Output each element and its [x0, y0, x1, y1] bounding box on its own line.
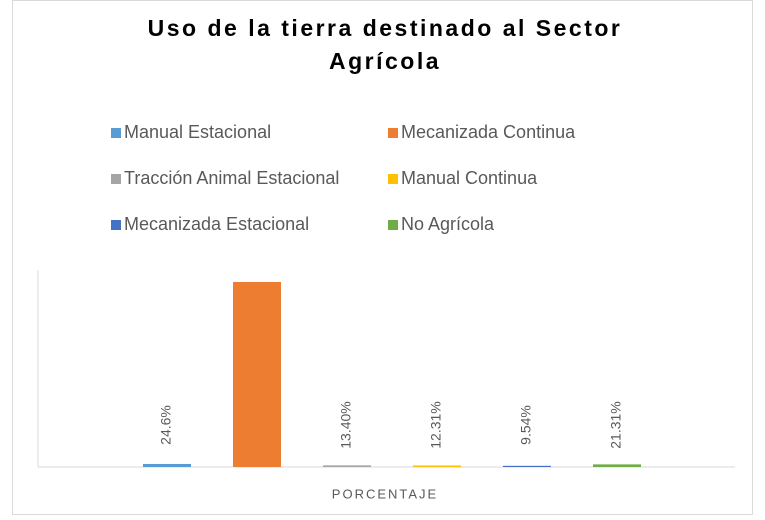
bar — [143, 463, 191, 467]
legend-swatch — [388, 220, 398, 230]
legend-label: No Agrícola — [401, 214, 495, 234]
legend-swatch — [111, 128, 121, 138]
bar — [413, 465, 461, 467]
title-line: Uso de la tierra destinado al Sector — [148, 15, 623, 41]
data-label: 21.31% — [608, 401, 624, 448]
legend-swatch — [388, 128, 398, 138]
legend-label: Mecanizada Estacional — [124, 214, 309, 234]
data-label: 12.31% — [428, 401, 444, 448]
data-label: 13.40% — [338, 401, 354, 448]
legend-swatch — [111, 220, 121, 230]
chart-frame — [12, 0, 753, 515]
title-line: Agrícola — [329, 48, 441, 74]
legend-label: Manual Estacional — [124, 122, 271, 142]
bar — [233, 282, 281, 467]
data-label: 24.6% — [158, 405, 174, 445]
bar — [323, 465, 371, 467]
legend-swatch — [388, 174, 398, 184]
x-axis-label: PORCENTAJE — [332, 486, 438, 501]
legend-label: Tracción Animal Estacional — [124, 168, 339, 188]
legend-label: Manual Continua — [401, 168, 538, 188]
data-label: 9.54% — [518, 405, 534, 445]
legend-label: Mecanizada Continua — [401, 122, 576, 142]
chart-title: Uso de la tierra destinado al Sector Agrí… — [148, 15, 623, 74]
bar — [593, 464, 641, 467]
bar — [503, 465, 551, 467]
legend-swatch — [111, 174, 121, 184]
